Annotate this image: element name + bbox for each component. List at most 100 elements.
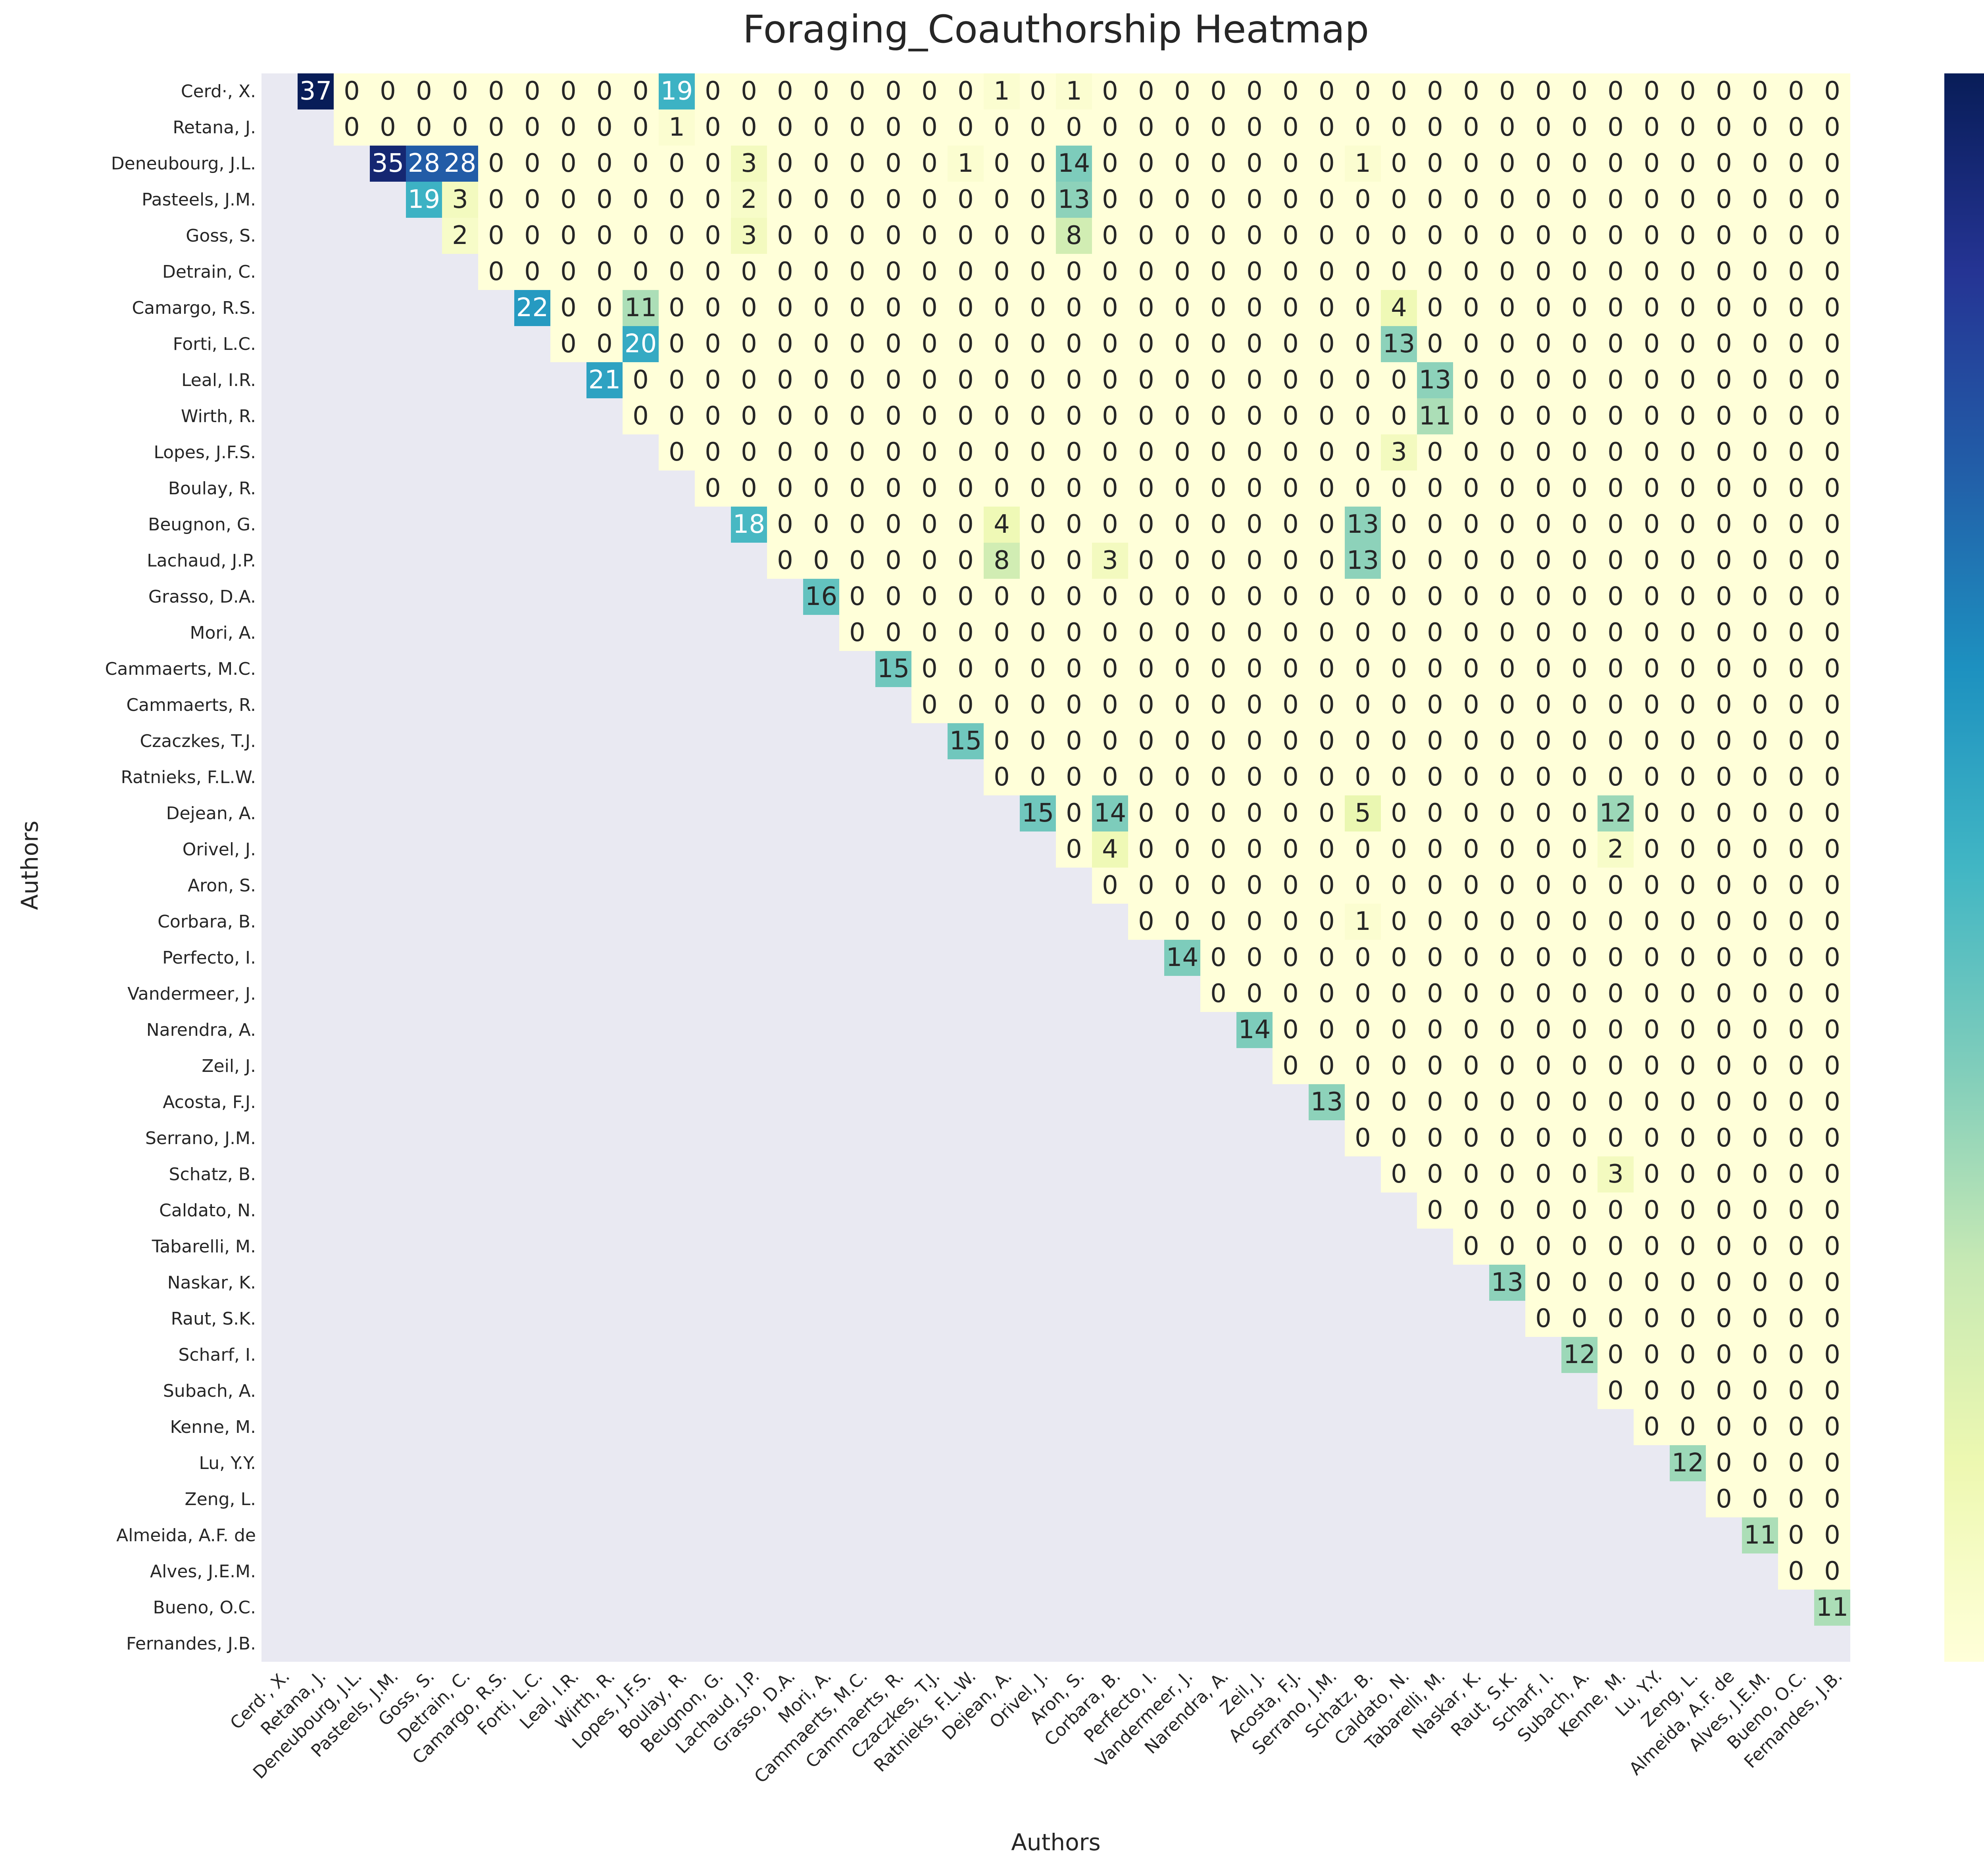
- heatmap-cell: 0: [1525, 615, 1561, 651]
- heatmap-cell: 0: [1453, 723, 1489, 759]
- heatmap-cell: 0: [1453, 1156, 1489, 1192]
- heatmap-cell: 0: [1417, 795, 1453, 831]
- heatmap-cell: 0: [1273, 831, 1309, 868]
- heatmap-cell: 0: [948, 579, 984, 615]
- heatmap-cell: 0: [1742, 543, 1778, 579]
- heatmap-cell: 0: [1598, 146, 1634, 182]
- heatmap-cell: 0: [1489, 940, 1525, 976]
- heatmap-cell: 0: [1814, 1553, 1850, 1590]
- heatmap-cell: 0: [1128, 218, 1164, 254]
- heatmap-cell: 0: [767, 254, 803, 290]
- heatmap-cell: 0: [1236, 904, 1273, 940]
- heatmap-cell: 0: [1598, 507, 1634, 543]
- heatmap-cell: 1: [948, 146, 984, 182]
- heatmap-cell: 0: [1453, 579, 1489, 615]
- heatmap-cell: 0: [1417, 687, 1453, 723]
- heatmap-cell: 0: [1200, 507, 1236, 543]
- heatmap-cell: 18: [731, 507, 767, 543]
- heatmap-cell: 0: [948, 326, 984, 362]
- heatmap-cell: 0: [1453, 434, 1489, 470]
- heatmap-cell: 0: [1742, 73, 1778, 109]
- heatmap-cell: 0: [1273, 218, 1309, 254]
- heatmap-cell: 16: [803, 579, 839, 615]
- heatmap-cell: 0: [1453, 1229, 1489, 1265]
- heatmap-cell: 0: [1236, 146, 1273, 182]
- heatmap-cell: 0: [1814, 1517, 1850, 1553]
- heatmap-cell: 0: [1706, 1409, 1742, 1445]
- y-tick-label: Orivel, J.: [182, 839, 256, 860]
- heatmap-cell: 0: [911, 362, 948, 398]
- heatmap-cell: 0: [1706, 904, 1742, 940]
- heatmap-cell: 0: [1598, 182, 1634, 218]
- heatmap-cell: 0: [1092, 326, 1128, 362]
- y-tick-label: Almeida, A.F. de: [116, 1525, 256, 1546]
- heatmap-cell: 0: [1273, 868, 1309, 904]
- heatmap-cell: 0: [659, 146, 695, 182]
- heatmap-cell: 3: [731, 218, 767, 254]
- heatmap-cell: 0: [1634, 651, 1670, 687]
- heatmap-cell: 0: [1634, 218, 1670, 254]
- heatmap-cell: 0: [1778, 1048, 1814, 1084]
- heatmap-cell: 0: [1561, 723, 1598, 759]
- heatmap-cell: 0: [1164, 795, 1200, 831]
- y-tick-label: Ratnieks, F.L.W.: [121, 767, 256, 787]
- heatmap-cell: 0: [911, 434, 948, 470]
- heatmap-cell: 28: [442, 146, 478, 182]
- heatmap-cell: 0: [1200, 182, 1236, 218]
- heatmap-cell: 0: [1417, 543, 1453, 579]
- heatmap-cell: 0: [1453, 507, 1489, 543]
- heatmap-cell: 0: [839, 218, 875, 254]
- heatmap-cell: 0: [1273, 182, 1309, 218]
- heatmap-cell: 0: [1778, 831, 1814, 868]
- heatmap-cell: 0: [1489, 1120, 1525, 1156]
- heatmap-cell: 0: [1453, 1120, 1489, 1156]
- heatmap-cell: 0: [1273, 1012, 1309, 1048]
- heatmap-cell: 0: [1309, 362, 1345, 398]
- heatmap-cell: 0: [695, 362, 731, 398]
- heatmap-cell: 0: [1381, 1012, 1417, 1048]
- heatmap-cell: 0: [1561, 470, 1598, 507]
- heatmap-cell: 0: [1561, 831, 1598, 868]
- heatmap-cell: 0: [1345, 470, 1381, 507]
- heatmap-cell: 0: [1164, 109, 1200, 146]
- heatmap-cell: 0: [659, 434, 695, 470]
- heatmap-cell: 0: [948, 218, 984, 254]
- heatmap-cell: 0: [1453, 218, 1489, 254]
- heatmap-cell: 0: [1561, 218, 1598, 254]
- heatmap-cell: 0: [984, 326, 1020, 362]
- heatmap-cell: 0: [1814, 1192, 1850, 1229]
- heatmap-cell: 0: [1345, 579, 1381, 615]
- y-tick-label: Deneubourg, J.L.: [111, 154, 256, 174]
- heatmap-cell: 0: [586, 326, 623, 362]
- heatmap-cell: 1: [659, 109, 695, 146]
- heatmap-cell: 0: [1417, 1156, 1453, 1192]
- heatmap-cell: 0: [1742, 1012, 1778, 1048]
- heatmap-cell: 0: [1778, 615, 1814, 651]
- heatmap-cell: 0: [1670, 579, 1706, 615]
- heatmap-cell: 0: [1634, 146, 1670, 182]
- heatmap-cell: 0: [1670, 723, 1706, 759]
- heatmap-cell: 0: [1598, 651, 1634, 687]
- y-tick-label: Perfecto, I.: [162, 948, 256, 968]
- heatmap-cell: 0: [1670, 868, 1706, 904]
- heatmap-cell: 0: [1092, 254, 1128, 290]
- heatmap-cell: 0: [1056, 579, 1092, 615]
- heatmap-cell: 0: [1200, 904, 1236, 940]
- heatmap-cell: 0: [1525, 579, 1561, 615]
- heatmap-cell: 0: [803, 254, 839, 290]
- heatmap-cell: 0: [514, 73, 550, 109]
- heatmap-cell: 0: [1706, 687, 1742, 723]
- heatmap-cell: 0: [586, 290, 623, 326]
- heatmap-cell: 0: [875, 362, 911, 398]
- heatmap-cell: 0: [1273, 254, 1309, 290]
- heatmap-cell: 0: [1670, 1192, 1706, 1229]
- heatmap-cell: 0: [1706, 1373, 1742, 1409]
- heatmap-cell: 0: [442, 73, 478, 109]
- heatmap-cell: 0: [911, 146, 948, 182]
- heatmap-cell: 0: [1525, 109, 1561, 146]
- heatmap-cell: 0: [1417, 507, 1453, 543]
- y-tick-label: Lachaud, J.P.: [147, 551, 256, 571]
- heatmap-cell: 0: [1236, 326, 1273, 362]
- heatmap-cell: 0: [1778, 1409, 1814, 1445]
